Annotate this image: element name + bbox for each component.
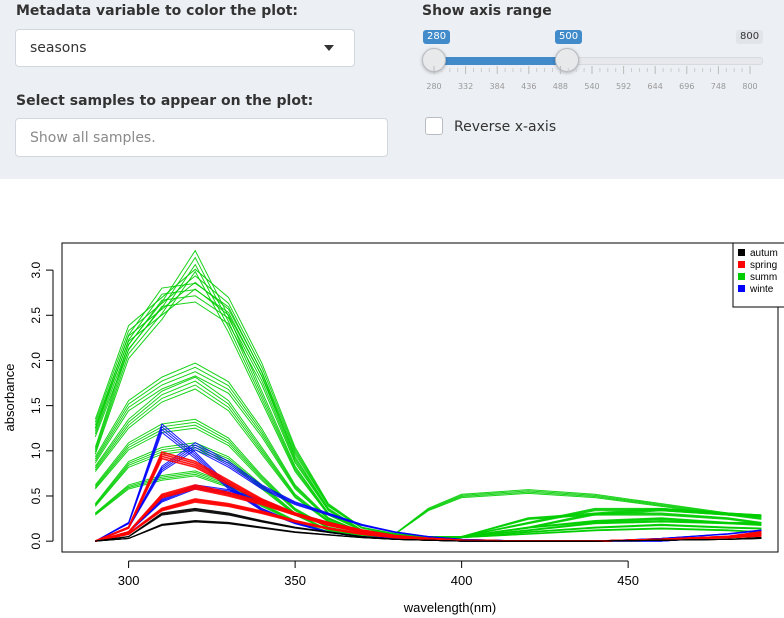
color-variable-label: Metadata variable to color the plot: (16, 3, 299, 19)
summer-series-line (94, 442, 762, 539)
samples-input-box[interactable] (15, 118, 388, 157)
slider-handle-to[interactable] (555, 48, 579, 72)
slider-tick-label: 332 (457, 82, 474, 91)
color-variable-value: seasons (30, 40, 87, 56)
winter-series-line (95, 444, 762, 542)
legend-swatch-spring (738, 261, 745, 268)
x-axis-label: wavelength(nm) (403, 600, 497, 615)
slider-tick-label: 644 (647, 82, 663, 91)
autumn-series-line (95, 520, 762, 542)
x-tick-label: 450 (617, 573, 639, 588)
y-tick-label: 1.5 (29, 397, 43, 414)
summer-series-line (94, 256, 762, 538)
summer-series-line (94, 275, 762, 538)
slider-selected-range (434, 57, 567, 65)
summer-series-line (94, 282, 762, 535)
summer-series-line (94, 268, 762, 537)
plot-frame (61, 242, 779, 553)
x-tick-label: 400 (451, 573, 473, 588)
axis-range-label: Show axis range (422, 3, 552, 19)
slider-tick-label: 384 (489, 82, 505, 91)
slider-tick-label: 488 (552, 82, 569, 91)
slider-tick-label: 800 (742, 82, 758, 91)
slider-tick-label: 540 (584, 82, 600, 91)
samples-label: Select samples to appear on the plot: (16, 93, 314, 109)
winter-series-line (95, 423, 762, 542)
legend-swatch-summer (738, 273, 745, 280)
range-to-badge: 500 (555, 30, 583, 44)
y-tick-label: 0.0 (29, 532, 43, 549)
chevron-down-icon (324, 45, 334, 51)
legend-label-autumn: autum (750, 248, 778, 259)
y-tick-label: 2.5 (29, 307, 43, 324)
legend-swatch-winter (738, 285, 745, 292)
y-axis-label: absorbance (2, 364, 17, 432)
samples-input[interactable] (16, 119, 387, 156)
slider-tick-label: 436 (521, 82, 537, 91)
slider-ticks (433, 66, 751, 74)
y-tick-label: 0.5 (29, 487, 43, 504)
slider-tick-label: 696 (679, 82, 695, 91)
reverse-x-checkbox[interactable] (425, 117, 443, 135)
reverse-x-label: Reverse x-axis (454, 119, 557, 135)
legend-label-spring: spring (750, 260, 777, 271)
slider-tick-label: 592 (615, 82, 632, 91)
color-variable-select[interactable]: seasons (15, 29, 355, 67)
legend-swatch-autumn (738, 249, 745, 256)
summer-series-line (94, 249, 762, 537)
summer-series-line (94, 263, 762, 538)
summer-series-line (94, 289, 762, 535)
range-max-badge: 800 (736, 30, 764, 44)
range-from-badge: 280 (423, 30, 451, 44)
x-tick-label: 300 (118, 573, 140, 588)
y-tick-label: 2.0 (29, 352, 43, 369)
winter-series-line (95, 442, 762, 542)
legend-label-winter: winte (749, 284, 774, 295)
summer-series-line (94, 270, 762, 538)
absorbance-plot: 300 350 400 450 wavelength(nm) 0.0 0.5 1.0 1.5 2.… (2, 242, 784, 615)
legend-label-summer: summ (750, 272, 777, 283)
series-lines (94, 249, 762, 542)
slider-tick-label: 748 (710, 82, 727, 91)
slider-tick-label: 280 (426, 82, 442, 91)
y-tick-label: 1.0 (29, 442, 43, 459)
y-tick-label: 3.0 (29, 261, 43, 278)
x-tick-label: 350 (284, 573, 306, 588)
